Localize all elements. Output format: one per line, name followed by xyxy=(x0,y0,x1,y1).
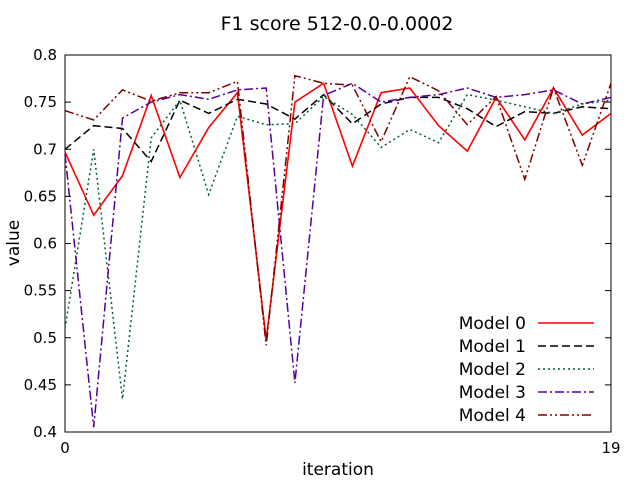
x-axis-title: iteration xyxy=(302,460,374,480)
legend-label-model-0: Model 0 xyxy=(459,314,526,334)
y-tick-label: 0.5 xyxy=(33,329,57,347)
series-layer xyxy=(64,74,612,428)
y-tick-label: 0.75 xyxy=(24,93,57,111)
chart-title: F1 score 512-0.0-0.0002 xyxy=(221,13,454,35)
legend-label-model-2: Model 2 xyxy=(459,360,526,380)
y-tick-label: 0.65 xyxy=(24,187,57,205)
x-tick-label: 19 xyxy=(601,439,620,457)
y-tick-label: 0.7 xyxy=(33,140,57,158)
legend-label-model-4: Model 4 xyxy=(459,406,526,426)
y-tick-label: 0.45 xyxy=(24,376,57,394)
y-tick-label: 0.8 xyxy=(33,46,57,64)
series-line-model-0 xyxy=(64,82,612,340)
y-tick-label: 0.55 xyxy=(24,282,57,300)
y-axis: 0.4 0.45 0.5 0.55 0.6 0.65 0.7 0.75 0.8 xyxy=(24,46,611,441)
y-tick-label: 0.6 xyxy=(33,235,57,253)
series-line-model-3 xyxy=(64,82,612,428)
x-tick-label: 0 xyxy=(60,439,70,457)
series-line-model-1 xyxy=(64,93,612,163)
series-line-model-4 xyxy=(64,74,612,346)
y-axis-title: value xyxy=(4,220,24,266)
legend-label-model-1: Model 1 xyxy=(459,337,526,357)
legend: Model 0 Model 1 Model 2 Model 3 Model 4 xyxy=(459,314,594,426)
x-axis: 0 19 xyxy=(60,55,621,457)
legend-label-model-3: Model 3 xyxy=(459,383,526,403)
y-tick-label: 0.4 xyxy=(33,423,57,441)
series-line-model-2 xyxy=(64,93,612,400)
